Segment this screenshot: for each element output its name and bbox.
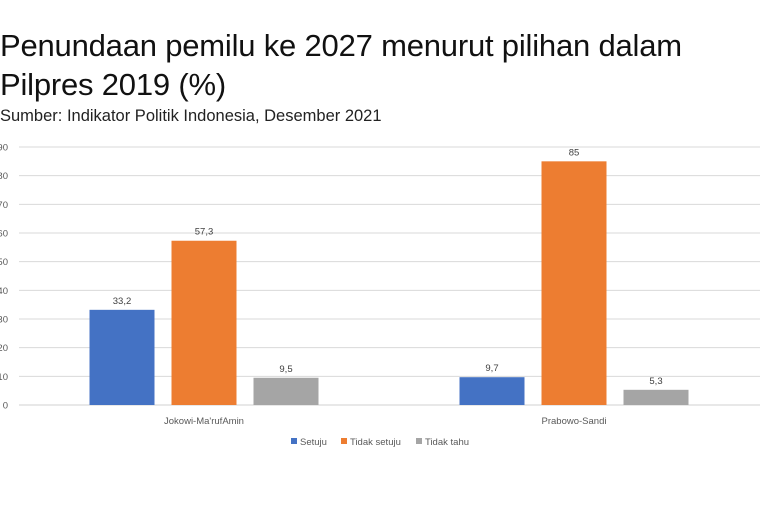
data-label: 9,7: [485, 363, 498, 374]
y-tick-label: 40: [0, 286, 8, 297]
y-tick-label: 30: [0, 315, 8, 326]
bar-tidak-setuju: [171, 240, 237, 405]
y-tick-label: 70: [0, 200, 8, 211]
data-label: 57,3: [195, 227, 214, 238]
legend-label: Setuju: [300, 437, 327, 448]
bar-tidak-tahu: [623, 389, 689, 405]
data-label: 5,3: [649, 376, 662, 387]
legend: Setuju Tidak setuju Tidak tahu: [291, 437, 469, 448]
bar-tidak-setuju: [541, 161, 607, 405]
y-tick-label: 10: [0, 372, 8, 383]
data-label: 85: [569, 147, 580, 158]
chart-title: Penundaan pemilu ke 2027 menurut pilihan…: [0, 28, 682, 102]
data-label: 9,5: [279, 364, 292, 375]
data-label: 33,2: [113, 296, 132, 307]
legend-swatch: [341, 438, 347, 444]
bar-setuju: [89, 309, 155, 405]
y-tick-label: 90: [0, 143, 8, 154]
y-tick-label: 60: [0, 229, 8, 240]
y-tick-label: 0: [3, 401, 8, 412]
legend-swatch: [291, 438, 297, 444]
bar-tidak-tahu: [253, 377, 319, 405]
legend-label: Tidak setuju: [350, 437, 401, 448]
legend-label: Tidak tahu: [425, 437, 469, 448]
x-category-label: Jokowi-Ma'rufAmin: [164, 416, 244, 427]
y-tick-label: 20: [0, 343, 8, 354]
legend-swatch: [416, 438, 422, 444]
y-tick-label: 50: [0, 257, 8, 268]
bar-setuju: [459, 377, 525, 405]
chart-subtitle: Sumber: Indikator Politik Indonesia, Des…: [0, 107, 382, 125]
y-tick-label: 80: [0, 171, 8, 182]
x-category-label: Prabowo-Sandi: [542, 416, 607, 427]
